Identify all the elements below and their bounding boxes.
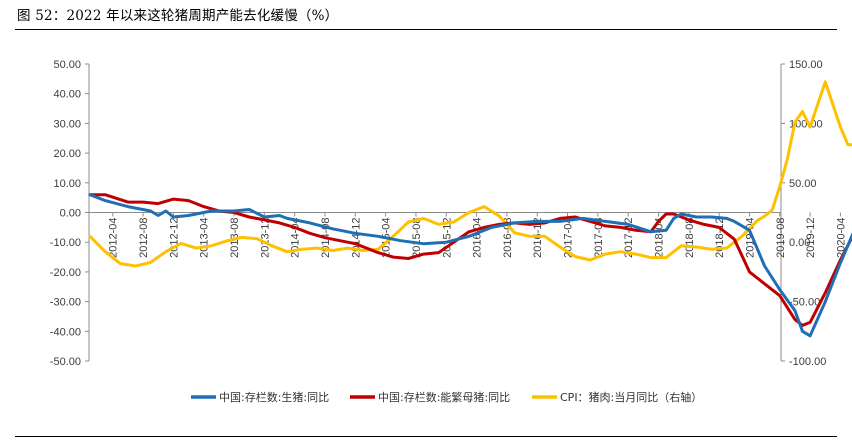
right-axis-tick-label: 0.00 (789, 237, 810, 249)
left-axis-tick-label: 0.00 (60, 208, 81, 220)
series-line (88, 193, 852, 327)
legend-label: 中国:存栏数:生猪:同比 (219, 390, 329, 404)
left-axis-tick-label: -50.00 (50, 356, 81, 368)
series-line (88, 193, 852, 338)
legend-label: 中国:存栏数:能繁母猪:同比 (378, 390, 510, 404)
x-axis-tick-label: 2014-12 (350, 218, 362, 258)
x-axis-tick-label: 2012-08 (138, 218, 150, 258)
right-axis-tick-label: 150.00 (789, 59, 823, 71)
figure-title: 图 52：2022 年以来这轮猪周期产能去化缓慢（%） (17, 8, 339, 24)
x-axis-tick-label: 2019-08 (775, 218, 787, 258)
x-axis-tick-label: 2018-04 (654, 218, 666, 258)
x-axis-tick-label: 2020-04 (835, 218, 847, 258)
x-axis-tick-label: 2013-04 (199, 218, 211, 258)
right-axis-tick-label: 50.00 (789, 178, 817, 190)
x-axis-tick-label: 2012-12 (168, 218, 180, 258)
right-axis-tick-label: -100.00 (789, 356, 826, 368)
top-rule (15, 29, 837, 30)
left-axis-tick-label: -20.00 (50, 267, 81, 279)
bottom-rule (15, 436, 837, 437)
left-axis-tick-label: -10.00 (50, 237, 81, 249)
x-axis-tick-label: 2012-04 (108, 218, 120, 258)
left-axis-tick-label: 40.00 (53, 89, 81, 101)
left-axis-tick-label: 10.00 (53, 178, 81, 190)
right-axis-tick-label: -50.00 (789, 297, 820, 309)
left-axis-tick-label: 50.00 (53, 59, 81, 71)
left-axis-tick-label: -40.00 (50, 326, 81, 338)
left-axis-tick-label: -30.00 (50, 297, 81, 309)
x-axis-tick-label: 2018-08 (684, 218, 696, 258)
x-axis-tick-label: 2018-12 (714, 218, 726, 258)
chart-legend: 中国:存栏数:生猪:同比 中国:存栏数:能繁母猪:同比 CPI：猪肉:当月同比（右轴… (191, 390, 702, 404)
x-axis-tick-label: 2017-08 (593, 218, 605, 258)
x-axis-tick-label: 2016-04 (472, 218, 484, 258)
left-axis-tick-label: 30.00 (53, 118, 81, 130)
x-axis-tick-label: 2019-12 (805, 218, 817, 258)
legend-label: CPI：猪肉:当月同比（右轴） (560, 390, 702, 404)
series-line (88, 80, 852, 268)
left-axis-tick-label: 20.00 (53, 148, 81, 160)
x-axis-tick-label: 2017-04 (563, 218, 575, 258)
right-axis-tick-label: 100.00 (789, 118, 823, 130)
x-axis-tick-label: 2013-12 (259, 218, 271, 258)
chart-series (88, 80, 852, 338)
x-axis-tick-label: 2015-08 (411, 218, 423, 258)
